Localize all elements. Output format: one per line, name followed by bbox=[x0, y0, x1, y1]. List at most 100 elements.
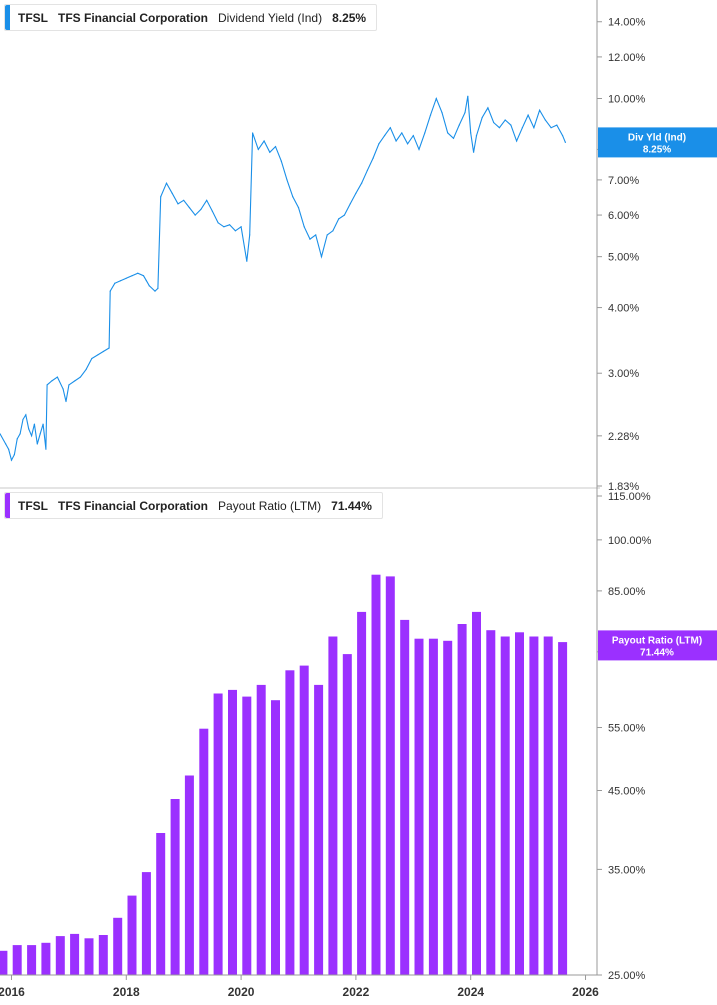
payout-bar bbox=[256, 684, 266, 975]
payout-bar bbox=[472, 611, 481, 975]
payout-bar bbox=[385, 576, 395, 975]
payout-bar bbox=[342, 654, 352, 975]
yield-point bbox=[65, 400, 67, 403]
flag-value: 8.25% bbox=[643, 144, 671, 155]
yield-legend-metric: Dividend Yield (Ind) bbox=[218, 10, 323, 25]
payout-bar bbox=[558, 642, 568, 975]
flag-name: Div Yld (Ind) bbox=[628, 132, 686, 143]
yield-point bbox=[148, 285, 150, 287]
payout-legend[interactable]: TFSL TFS Financial Corporation Payout Ra… bbox=[4, 492, 383, 519]
y-tick-label: 2.28% bbox=[608, 431, 639, 443]
flag-value: 71.44% bbox=[640, 647, 674, 658]
y-tick-label: 25.00% bbox=[608, 970, 646, 982]
yield-point bbox=[527, 114, 529, 116]
yield-point bbox=[51, 380, 53, 382]
yield-point bbox=[504, 119, 506, 121]
yield-point bbox=[125, 277, 127, 279]
payout-bar bbox=[515, 632, 524, 975]
yield-point bbox=[131, 275, 133, 277]
yield-point bbox=[194, 214, 196, 216]
yield-point bbox=[475, 134, 478, 137]
yield-point bbox=[145, 280, 147, 282]
x-tick-label: 2020 bbox=[228, 985, 255, 999]
yield-point bbox=[36, 443, 38, 445]
yield-point bbox=[223, 226, 225, 228]
x-tick-label: 2016 bbox=[0, 985, 25, 999]
payout-bar bbox=[184, 775, 194, 975]
yield-point bbox=[56, 376, 59, 378]
yield-point bbox=[45, 448, 47, 450]
yield-point bbox=[8, 448, 10, 450]
payout-bar bbox=[271, 700, 280, 975]
yield-legend-ticker: TFSL bbox=[18, 10, 48, 25]
yield-point bbox=[79, 376, 81, 378]
yield-point bbox=[74, 380, 76, 382]
yield-point bbox=[361, 182, 363, 184]
yield-point bbox=[137, 272, 139, 274]
yield-point bbox=[229, 224, 231, 226]
yield-point bbox=[487, 107, 489, 109]
y-tick-label: 14.00% bbox=[608, 17, 646, 29]
payout-bar bbox=[141, 872, 151, 975]
yield-point bbox=[349, 203, 351, 205]
payout-bar bbox=[486, 630, 496, 975]
payout-bar bbox=[12, 945, 22, 975]
payout-bar bbox=[414, 638, 424, 975]
yield-point bbox=[429, 114, 432, 116]
yield-point bbox=[533, 127, 535, 129]
yield-point bbox=[550, 127, 552, 129]
yield-legend[interactable]: TFSL TFS Financial Corporation Dividend … bbox=[4, 4, 378, 31]
yield-point bbox=[493, 121, 495, 124]
yield-point bbox=[206, 199, 208, 201]
yield-point bbox=[521, 127, 523, 129]
yield-point bbox=[464, 112, 466, 114]
yield-point bbox=[251, 132, 254, 134]
yield-point bbox=[470, 132, 472, 134]
yield-point bbox=[395, 140, 397, 142]
payout-bar bbox=[27, 945, 37, 975]
y-tick-label: 45.00% bbox=[608, 786, 646, 798]
yield-point bbox=[0, 433, 1, 435]
yield-point bbox=[257, 148, 259, 151]
yield-point bbox=[447, 132, 449, 134]
yield-point bbox=[389, 127, 391, 129]
yield-point bbox=[472, 151, 475, 153]
yield-points bbox=[0, 95, 567, 461]
y-tick-label: 4.00% bbox=[608, 303, 639, 315]
yield-point bbox=[217, 222, 219, 224]
payout-bar bbox=[113, 917, 123, 975]
yield-point bbox=[332, 230, 334, 232]
payout-bar bbox=[285, 670, 295, 975]
yield-point bbox=[96, 354, 99, 356]
y-tick-label: 115.00% bbox=[608, 491, 651, 503]
y-tick-label: 55.00% bbox=[608, 723, 646, 735]
yield-point bbox=[108, 347, 110, 349]
yield-point bbox=[46, 384, 48, 386]
yield-point bbox=[355, 192, 357, 194]
yield-point bbox=[62, 388, 64, 390]
yield-point bbox=[109, 290, 111, 292]
payout-legend-ticker: TFSL bbox=[18, 498, 48, 513]
top-y-axis-ticks: 1.83%2.28%3.00%4.00%5.00%6.00%7.00%8.00%… bbox=[597, 17, 646, 493]
yield-point bbox=[297, 206, 300, 209]
payout-bar bbox=[84, 938, 94, 975]
y-tick-label: 5.00% bbox=[608, 252, 639, 264]
yield-point bbox=[326, 234, 328, 236]
yield-point bbox=[343, 214, 346, 216]
yield-point bbox=[154, 290, 156, 292]
payout-bar bbox=[428, 638, 438, 975]
payout-bar bbox=[314, 684, 324, 975]
yield-point bbox=[200, 208, 202, 211]
x-tick-label: 2026 bbox=[572, 985, 599, 999]
y-tick-label: 12.00% bbox=[608, 52, 646, 64]
yield-value-flag: Div Yld (Ind)8.25% bbox=[598, 127, 717, 158]
yield-point bbox=[441, 112, 443, 114]
yield-point bbox=[240, 226, 242, 228]
yield-point bbox=[33, 423, 36, 425]
yield-point bbox=[418, 148, 420, 151]
payout-bar bbox=[328, 636, 338, 975]
x-tick-label: 2018 bbox=[113, 985, 140, 999]
yield-point bbox=[424, 132, 426, 134]
yield-point bbox=[338, 218, 340, 220]
